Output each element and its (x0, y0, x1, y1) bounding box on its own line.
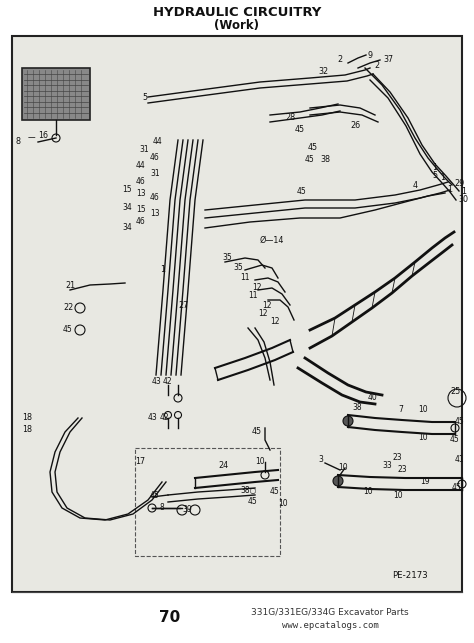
Text: 12: 12 (258, 309, 267, 318)
Text: 7: 7 (398, 406, 403, 415)
Text: 45: 45 (452, 484, 462, 493)
Text: HYDRAULIC CIRCUITRY: HYDRAULIC CIRCUITRY (153, 6, 321, 19)
Text: 27: 27 (178, 300, 188, 309)
Text: 13: 13 (136, 190, 146, 199)
Text: 10: 10 (418, 406, 428, 415)
Text: 1: 1 (461, 186, 466, 195)
Text: 44: 44 (153, 138, 163, 147)
Text: 38: 38 (352, 404, 362, 413)
Text: 43: 43 (152, 377, 162, 386)
Text: 44: 44 (136, 161, 146, 170)
Text: 9: 9 (368, 51, 373, 60)
Text: 39: 39 (182, 505, 192, 514)
Text: 38: 38 (320, 156, 330, 165)
Text: 8: 8 (16, 138, 21, 147)
Text: 8: 8 (160, 503, 165, 512)
Text: 18: 18 (22, 413, 32, 422)
Text: 16: 16 (38, 131, 48, 140)
Text: 26: 26 (350, 120, 360, 129)
Text: 23: 23 (393, 453, 402, 462)
Text: 35: 35 (233, 264, 243, 273)
Text: 45: 45 (248, 498, 258, 507)
Text: 45: 45 (450, 435, 460, 444)
Text: 38○: 38○ (240, 485, 256, 494)
Text: 17: 17 (135, 458, 145, 467)
Text: 46: 46 (136, 177, 146, 186)
Text: 33: 33 (382, 460, 392, 469)
Text: 10: 10 (393, 491, 402, 500)
Text: 5: 5 (142, 93, 147, 102)
Text: 10: 10 (363, 487, 373, 496)
Text: 12: 12 (252, 284, 262, 293)
Text: 46: 46 (136, 217, 146, 226)
Circle shape (333, 476, 343, 486)
Text: 34: 34 (122, 224, 132, 233)
Text: 10: 10 (338, 464, 347, 473)
Text: 45: 45 (308, 143, 318, 152)
Text: 45: 45 (150, 491, 160, 500)
Text: 10: 10 (418, 433, 428, 442)
Text: 1: 1 (432, 163, 437, 172)
Text: 35: 35 (222, 253, 232, 262)
Text: 10: 10 (255, 458, 264, 467)
Text: (Work): (Work) (215, 19, 259, 33)
Text: www.epcatalogs.com: www.epcatalogs.com (282, 622, 378, 631)
Text: 12: 12 (270, 318, 280, 327)
Text: 18: 18 (22, 426, 32, 435)
Text: 4: 4 (413, 181, 418, 190)
Text: 23: 23 (398, 466, 408, 475)
Text: 25: 25 (450, 388, 460, 397)
Text: 45: 45 (63, 325, 73, 334)
Text: 5: 5 (432, 170, 437, 179)
Text: 70: 70 (159, 610, 181, 626)
Text: 331G/331EG/334G Excavator Parts: 331G/331EG/334G Excavator Parts (251, 608, 409, 617)
Text: 45: 45 (305, 156, 315, 165)
Text: 11: 11 (240, 273, 249, 282)
Text: 3: 3 (318, 455, 323, 464)
Bar (22, 68, 90, 120)
Bar (135, 448, 280, 556)
Text: 22: 22 (63, 303, 73, 312)
Text: 45: 45 (270, 487, 280, 496)
Text: 11: 11 (248, 291, 257, 300)
Text: 31: 31 (150, 170, 160, 179)
Text: Ø—14: Ø—14 (260, 235, 284, 244)
Text: 30: 30 (458, 195, 468, 204)
Text: 37: 37 (383, 55, 393, 64)
Text: —: — (28, 134, 36, 143)
Text: 43: 43 (148, 413, 158, 422)
Text: 1: 1 (447, 185, 452, 194)
Text: 24: 24 (218, 460, 228, 469)
Text: 31: 31 (139, 145, 149, 154)
Text: 15: 15 (122, 185, 132, 194)
Text: 34: 34 (122, 203, 132, 212)
Text: 41: 41 (455, 455, 465, 464)
Text: 15: 15 (136, 206, 146, 215)
Text: 19: 19 (420, 478, 429, 487)
Text: 2: 2 (374, 60, 379, 69)
Text: 46: 46 (150, 194, 160, 203)
Text: 10: 10 (278, 500, 288, 509)
Text: 2: 2 (337, 55, 342, 64)
Text: 45: 45 (297, 188, 307, 197)
Text: 1: 1 (440, 174, 445, 183)
Text: 29: 29 (454, 179, 464, 188)
Text: 45: 45 (295, 125, 305, 134)
Text: 45: 45 (252, 428, 262, 437)
Text: 42: 42 (163, 377, 173, 386)
Text: 32: 32 (318, 66, 328, 75)
Text: 21: 21 (65, 280, 75, 289)
Circle shape (343, 416, 353, 426)
Text: 28: 28 (285, 114, 295, 123)
Text: 13: 13 (150, 210, 160, 219)
Text: 46: 46 (150, 154, 160, 163)
Bar (12, 36, 462, 592)
Text: 45: 45 (455, 417, 465, 426)
Text: PE-2173: PE-2173 (392, 570, 428, 579)
Text: 42: 42 (160, 413, 170, 422)
Text: 12: 12 (262, 300, 272, 309)
Text: 1: 1 (160, 266, 165, 275)
Text: 40: 40 (368, 394, 378, 403)
